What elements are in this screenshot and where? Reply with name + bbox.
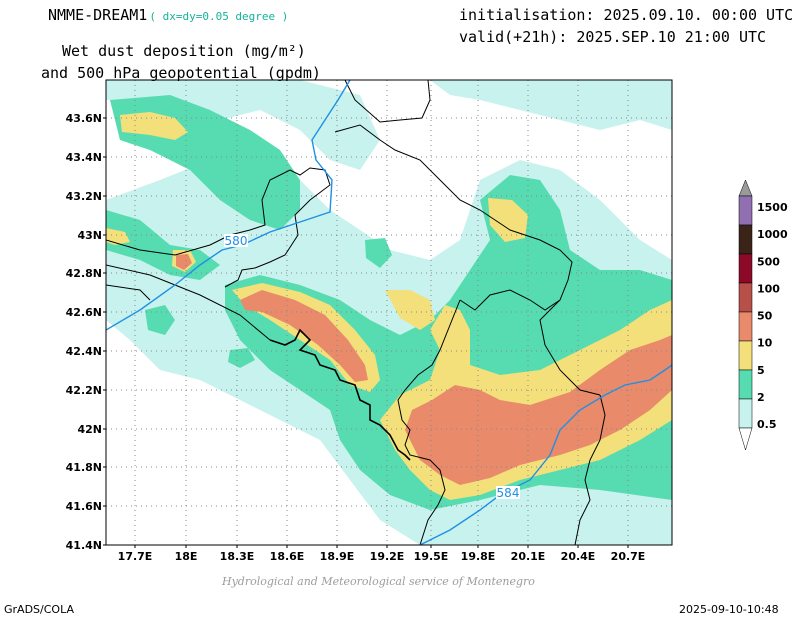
legend-swatch — [738, 398, 753, 429]
legend-swatch — [738, 224, 753, 255]
initialisation-time: initialisation: 2025.09.10. 00:00 UTC — [459, 6, 794, 24]
legend-level-label: 100 — [757, 282, 780, 295]
dalmatian-coast-b — [106, 284, 151, 301]
lat-label: 43.2N — [66, 190, 102, 203]
legend-level-label: 5 — [757, 364, 765, 377]
contour-label-580: 580 — [225, 234, 248, 248]
field-10-main — [405, 335, 672, 485]
contour-label-580-bg — [224, 234, 248, 247]
border-line-alb — [574, 394, 606, 545]
border-line-west — [106, 167, 331, 288]
field-5-nw — [120, 112, 188, 140]
country-borders — [106, 80, 606, 545]
lon-label: 19.8E — [461, 550, 496, 563]
lon-label: 18.9E — [320, 550, 355, 563]
lat-label: 42.2N — [66, 384, 102, 397]
field-0.5-ne — [430, 80, 672, 130]
contour-584 — [419, 364, 672, 545]
variable-title-line1: Wet dust deposition (mg/m²) — [62, 42, 306, 60]
field-2-blob-a — [145, 305, 175, 335]
legend-level-label: 0.5 — [757, 418, 777, 431]
valid-time: valid(+21h): 2025.SEP.10 21:00 UTC — [459, 28, 767, 46]
legend-level-label: 50 — [757, 310, 773, 323]
field-5-north — [488, 198, 528, 242]
render-timestamp: 2025-09-10-10:48 — [679, 603, 779, 616]
lat-label: 42.4N — [66, 345, 102, 358]
border-line-bih-mne — [334, 124, 601, 396]
legend-swatch — [738, 340, 753, 371]
longitude-labels: 17.7E 18E 18.3E 18.6E 18.9E 19.2E 19.5E 19.8E 20… — [118, 545, 646, 563]
lat-label: 43N — [77, 229, 102, 242]
legend-level-label: 1500 — [757, 201, 788, 214]
border-line-east — [459, 289, 561, 311]
lon-label: 18.3E — [220, 550, 255, 563]
latitude-labels: 43.6N 43.4N 43.2N 43N 42.8N 42.6N 42.4N 42.2N 42… — [66, 112, 106, 552]
legend-level-label: 1000 — [757, 228, 788, 241]
software-label: GrADS/COLA — [4, 603, 74, 616]
field-10-ridge — [240, 290, 368, 382]
legend-arrow-top — [738, 179, 753, 197]
lon-label: 20.1E — [511, 550, 546, 563]
lat-label: 41.6N — [66, 500, 102, 513]
lat-label: 41.4N — [66, 539, 102, 552]
lon-label: 20.7E — [611, 550, 646, 563]
lon-label: 18E — [175, 550, 198, 563]
coastline — [269, 328, 411, 461]
lon-label: 19.5E — [414, 550, 449, 563]
credit-text: Hydrological and Meteorological service … — [222, 575, 535, 588]
lat-label: 43.4N — [66, 151, 102, 164]
legend-swatch — [738, 369, 753, 400]
contour-580 — [106, 80, 351, 331]
dust-field — [106, 80, 672, 545]
border-line-mne-srb — [397, 299, 461, 545]
dalmatian-coast-a — [106, 264, 271, 341]
field-2-blob-c — [365, 238, 392, 268]
lon-label: 20.4E — [561, 550, 596, 563]
geopotential-contours — [106, 80, 672, 545]
legend-swatch — [738, 311, 753, 342]
field-10-blob — [176, 254, 192, 270]
legend-swatch — [738, 253, 753, 284]
contour-label-584-bg — [496, 486, 520, 499]
lat-label: 42.6N — [66, 306, 102, 319]
legend-arrow-bottom — [738, 427, 753, 451]
model-resolution: ( dx=dy=0.05 degree ) — [149, 10, 289, 23]
lat-label: 41.8N — [66, 461, 102, 474]
lat-label: 42N — [77, 423, 102, 436]
legend-level-label: 10 — [757, 337, 773, 350]
lon-label: 18.6E — [270, 550, 305, 563]
lat-label: 42.8N — [66, 267, 102, 280]
field-5-west — [106, 228, 130, 245]
contour-label-584: 584 — [497, 486, 520, 500]
model-title: NMME-DREAM1( dx=dy=0.05 degree ) — [48, 6, 288, 24]
field-5-blob-b — [385, 290, 435, 330]
legend-swatch — [738, 282, 753, 313]
variable-title-line2: and 500 hPa geopotential (gpdm) — [41, 64, 321, 82]
lon-label: 19.2E — [370, 550, 405, 563]
lat-label: 43.6N — [66, 112, 102, 125]
legend-swatch — [738, 195, 753, 226]
border-line-north — [344, 80, 431, 123]
legend-level-label: 500 — [757, 255, 780, 268]
lon-label: 17.7E — [118, 550, 153, 563]
legend-level-label: 2 — [757, 391, 765, 404]
model-name: NMME-DREAM1 — [48, 6, 148, 24]
color-legend: 1500 1000 500 100 50 10 5 2 0.5 — [738, 179, 788, 451]
field-2-blob-b — [228, 348, 255, 368]
